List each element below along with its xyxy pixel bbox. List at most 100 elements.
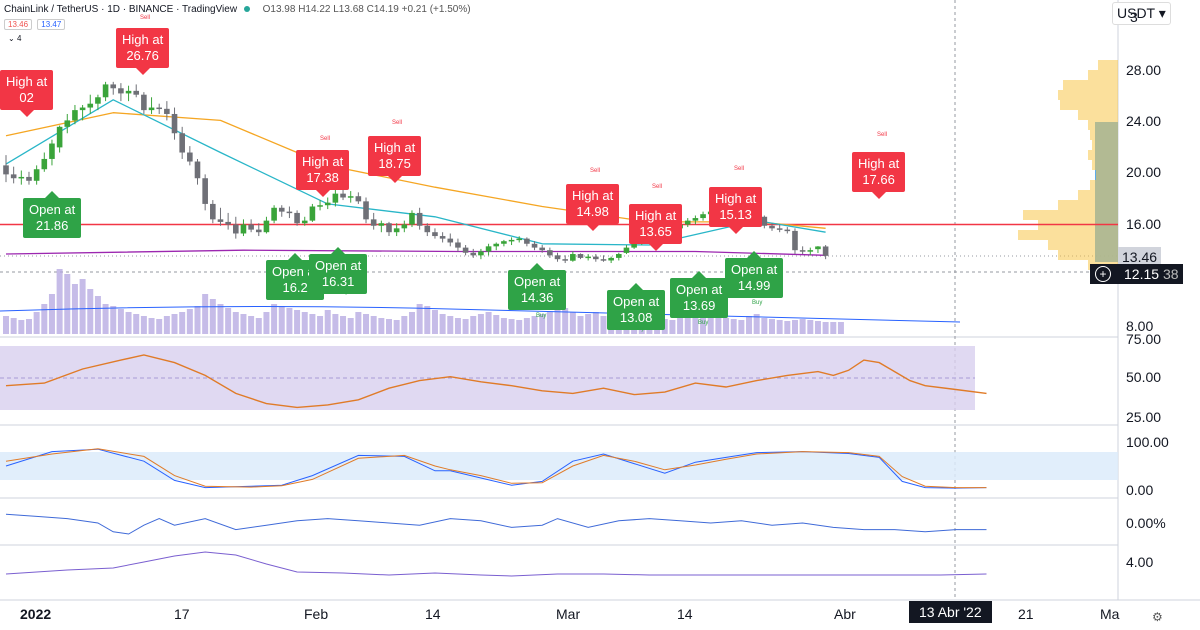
currency-label: USDT: [1117, 5, 1155, 21]
candle-body: [26, 176, 32, 181]
rsi-tick: 75.00: [1126, 331, 1162, 347]
buy-marker: Buy: [634, 326, 645, 332]
high-label-text: High at: [572, 188, 614, 203]
volume-bar: [278, 306, 285, 334]
volume-bar: [592, 312, 599, 334]
high-label: High at 17.38: [296, 150, 350, 197]
high-label: High at 14.98: [566, 184, 620, 231]
open-label-value: 14.99: [737, 278, 771, 293]
high-label-text: High at: [302, 154, 344, 169]
volume-bar: [378, 318, 385, 334]
candle-body: [294, 212, 300, 224]
candle-body: [79, 107, 86, 111]
candle-body: [95, 97, 101, 104]
open-label: Open at 16.31: [309, 247, 368, 294]
volume-bar: [516, 320, 523, 334]
candle-body: [508, 239, 515, 242]
high-label-text: High at: [374, 140, 416, 155]
time-tick: 17: [174, 606, 190, 622]
sell-price-pill[interactable]: 13.46: [4, 19, 33, 30]
volume-bar: [439, 314, 446, 334]
candle-body: [33, 169, 40, 181]
volume-bar: [56, 269, 63, 334]
volume-bar: [715, 317, 722, 334]
buy-price-pill[interactable]: 13.47: [37, 19, 66, 30]
open-label-value: 21.86: [35, 218, 69, 233]
price-tick: 20.00: [1126, 164, 1162, 180]
candle-body: [10, 174, 17, 179]
candle-body: [478, 251, 484, 256]
candle-body: [554, 255, 561, 260]
currency-selector[interactable]: USDT ▾: [1112, 2, 1171, 25]
high-label: High at 26.76: [116, 28, 170, 75]
volume-bar: [171, 314, 178, 334]
candle-body: [769, 225, 775, 229]
plus-icon[interactable]: +: [1095, 266, 1111, 282]
open-label-value: 16.2: [282, 280, 308, 295]
candle-body: [600, 259, 607, 261]
volume-bar: [102, 304, 109, 334]
candle-body: [194, 161, 201, 179]
volume-bar: [485, 312, 492, 334]
volume-bar: [294, 310, 301, 334]
time-tick: Ma: [1100, 606, 1120, 622]
candle-body: [171, 113, 178, 134]
candle-body: [64, 120, 71, 127]
profile-bar: [1058, 200, 1118, 210]
candle-body: [424, 225, 431, 233]
candle-body: [531, 243, 538, 248]
volume-bar: [677, 318, 684, 334]
volume-bar: [554, 310, 561, 334]
volume-bar: [217, 304, 224, 334]
volume-bar: [562, 308, 569, 334]
open-label-text: Open at: [514, 274, 561, 289]
indicators-toggle[interactable]: ⌄ 4: [8, 34, 21, 43]
volume-bar: [179, 312, 186, 334]
volume-bar: [791, 320, 798, 334]
open-label: Open at 13.08: [607, 283, 666, 330]
gear-icon[interactable]: ⚙: [1152, 610, 1163, 624]
sell-marker: Sell: [734, 166, 745, 172]
volume-bar: [355, 312, 362, 334]
open-label: Open at 13.69: [670, 271, 729, 318]
price-tick: 8.00: [1126, 318, 1154, 334]
sell-marker: Sell: [392, 120, 403, 126]
stoch-tick: 0.00: [1126, 482, 1154, 498]
volume-bar: [692, 314, 699, 334]
volume-bar: [87, 289, 94, 334]
profile-bar: [1088, 70, 1118, 80]
candle-body: [393, 228, 400, 233]
crosshair-price-value: 12.15: [1124, 266, 1160, 282]
volume-bar: [110, 306, 117, 334]
moving-average-line: [5, 249, 826, 256]
time-tick: Feb: [304, 606, 329, 622]
candle-body: [539, 247, 545, 251]
volume-bar: [140, 316, 147, 334]
sell-marker: Sell: [320, 136, 331, 142]
indicator4-line: [5, 551, 987, 577]
volume-bar: [240, 314, 247, 334]
volume-bar: [546, 312, 553, 334]
time-tick: 2022: [20, 606, 52, 622]
candle-body: [286, 211, 293, 214]
volume-bar: [79, 279, 86, 334]
candle-body: [41, 158, 48, 170]
volume-bar: [585, 314, 592, 334]
volume-bar: [738, 320, 745, 334]
volume-bar: [707, 315, 714, 334]
high-label-text: High at: [635, 208, 677, 223]
profile-bar: [1088, 150, 1118, 160]
stoch-band: [0, 452, 1118, 480]
buy-marker: Buy: [536, 313, 547, 319]
volume-bar: [48, 294, 55, 334]
volume-bar: [830, 322, 837, 334]
high-label-text: High at: [858, 156, 900, 171]
high-label-value: 13.65: [639, 224, 672, 239]
moving-averages: [0, 99, 1118, 256]
volume-bar: [470, 316, 477, 334]
candle-body: [784, 229, 791, 232]
high-label: High at 15.13: [709, 187, 763, 234]
volume-bar: [523, 318, 530, 334]
market-open-dot: [243, 6, 250, 12]
